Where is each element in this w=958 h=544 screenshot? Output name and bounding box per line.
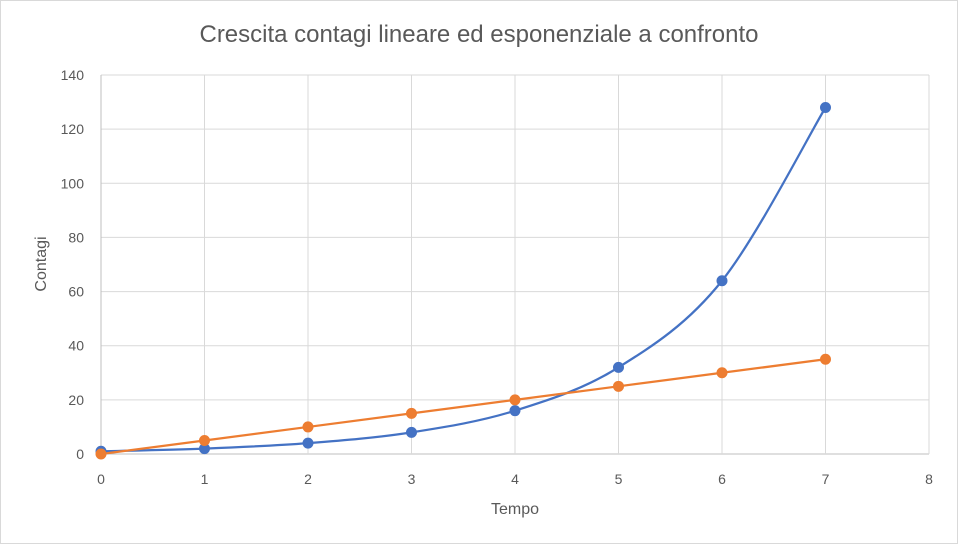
series-2-point [406, 407, 417, 419]
series-2-point [820, 353, 831, 365]
series-1-point [716, 275, 728, 287]
y-tick-label: 60 [68, 284, 84, 300]
y-tick-label: 120 [61, 121, 85, 137]
y-tick-label: 100 [61, 175, 85, 191]
series-2-point [509, 394, 521, 406]
x-axis-title: Tempo [491, 501, 539, 518]
series-1-point [820, 101, 831, 113]
series-1-point [406, 426, 417, 438]
x-axis-ticks: 0 1 2 3 4 5 6 7 8 [97, 471, 933, 487]
x-tick-label: 6 [718, 471, 726, 487]
series-1-point [613, 361, 624, 373]
y-axis-title: Contagi [33, 236, 50, 291]
series-2-point [95, 448, 107, 460]
x-tick-label: 2 [304, 471, 312, 487]
series-2-line [100, 358, 826, 456]
gridlines [100, 74, 930, 455]
y-axis-ticks: 0 20 40 60 80 100 120 140 [61, 67, 85, 462]
series-2-point [716, 367, 728, 379]
series-2-point [302, 421, 314, 433]
series-2-point [613, 380, 624, 392]
series-layer [95, 101, 831, 460]
y-tick-label: 0 [76, 446, 84, 462]
x-tick-label: 0 [97, 471, 105, 487]
series-1-point [509, 405, 521, 417]
x-tick-label: 4 [511, 471, 519, 487]
y-tick-label: 40 [68, 338, 84, 354]
x-tick-label: 5 [615, 471, 623, 487]
y-tick-label: 20 [68, 392, 84, 408]
x-tick-label: 1 [201, 471, 209, 487]
x-tick-label: 7 [822, 471, 830, 487]
x-tick-label: 3 [408, 471, 416, 487]
series-1-point [302, 437, 314, 449]
y-tick-label: 140 [61, 67, 85, 83]
x-tick-label: 8 [925, 471, 933, 487]
y-tick-label: 80 [68, 229, 84, 245]
series-2-point [199, 434, 210, 446]
chart-title: Crescita contagi lineare ed esponenziale… [199, 21, 758, 48]
